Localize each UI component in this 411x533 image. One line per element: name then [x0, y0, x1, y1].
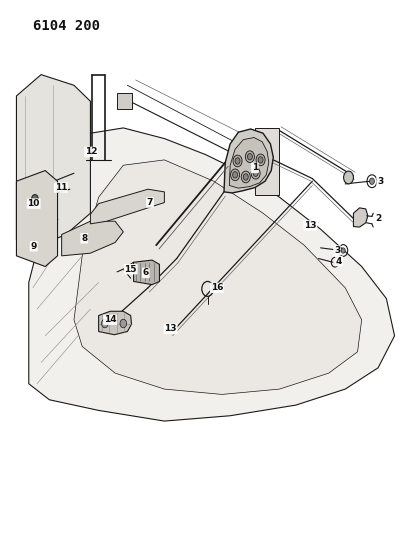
Text: 11: 11: [55, 183, 67, 192]
Circle shape: [233, 172, 238, 178]
Circle shape: [120, 319, 127, 328]
Circle shape: [243, 174, 248, 180]
Circle shape: [247, 154, 252, 160]
Text: 3: 3: [334, 246, 340, 255]
Circle shape: [32, 195, 38, 203]
Polygon shape: [74, 160, 362, 394]
Circle shape: [251, 167, 260, 179]
Polygon shape: [16, 171, 58, 266]
Text: 6: 6: [143, 269, 149, 277]
Circle shape: [369, 178, 374, 184]
Polygon shape: [134, 260, 159, 285]
Circle shape: [253, 170, 258, 176]
Polygon shape: [229, 138, 269, 188]
Text: 7: 7: [147, 198, 153, 207]
Text: 16: 16: [211, 284, 223, 292]
Text: 3: 3: [377, 177, 383, 185]
Text: 8: 8: [81, 234, 88, 243]
Circle shape: [344, 171, 353, 184]
Text: 1: 1: [252, 164, 258, 172]
Circle shape: [245, 151, 254, 163]
Polygon shape: [117, 93, 132, 109]
Text: 4: 4: [336, 257, 342, 265]
Circle shape: [341, 248, 345, 253]
Text: 13: 13: [304, 221, 316, 230]
Text: 6104 200: 6104 200: [33, 19, 100, 33]
Polygon shape: [255, 128, 279, 195]
Text: 9: 9: [30, 242, 37, 251]
Text: 12: 12: [85, 148, 97, 156]
Text: 15: 15: [125, 265, 137, 273]
Circle shape: [241, 171, 250, 183]
Polygon shape: [29, 128, 395, 421]
Circle shape: [235, 158, 240, 164]
Polygon shape: [16, 75, 90, 245]
Circle shape: [258, 157, 263, 163]
Circle shape: [102, 319, 108, 328]
Polygon shape: [353, 208, 368, 227]
Text: 14: 14: [104, 316, 116, 324]
Text: 2: 2: [375, 214, 381, 223]
Polygon shape: [62, 221, 123, 256]
Polygon shape: [90, 189, 164, 224]
Text: 10: 10: [28, 199, 40, 208]
Circle shape: [231, 169, 240, 181]
Circle shape: [256, 154, 265, 166]
Polygon shape: [99, 311, 132, 335]
Circle shape: [233, 155, 242, 167]
Polygon shape: [224, 129, 273, 193]
Text: 13: 13: [164, 325, 177, 333]
